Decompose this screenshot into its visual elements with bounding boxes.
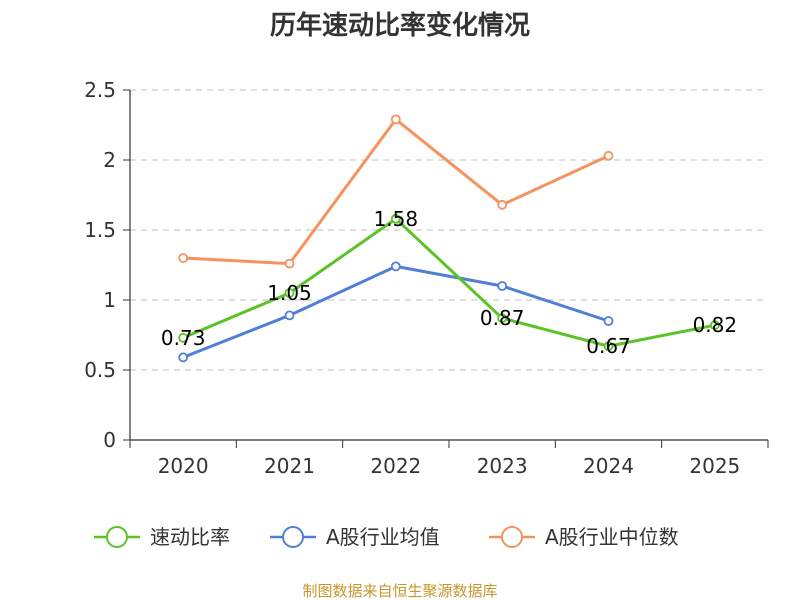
data-labels: 0.73 1.05 1.58 0.87 0.67 0.82 bbox=[161, 207, 737, 358]
source-note: 制图数据来自恒生聚源数据库 bbox=[302, 582, 497, 600]
data-label: 0.73 bbox=[161, 326, 206, 350]
legend-marker bbox=[282, 526, 304, 548]
data-point bbox=[497, 281, 508, 291]
series-line-2 bbox=[183, 117, 610, 266]
data-point bbox=[497, 199, 508, 210]
data-point bbox=[390, 213, 401, 224]
data-label: 0.87 bbox=[480, 306, 525, 330]
series-line-0 bbox=[182, 217, 716, 348]
data-point bbox=[284, 310, 295, 321]
y-tick-label: 2.5 bbox=[84, 78, 116, 102]
y-tick-label: 1.5 bbox=[84, 218, 116, 242]
x-tick-label: 2022 bbox=[370, 454, 421, 478]
legend: 速动比率 A股行业均值 A股行业中位数 bbox=[94, 525, 679, 549]
x-tick-label: 2023 bbox=[477, 454, 528, 478]
legend-marker bbox=[501, 526, 523, 548]
data-label: 0.67 bbox=[586, 334, 631, 358]
x-tick-label: 2020 bbox=[158, 454, 209, 478]
x-tick-label: 2025 bbox=[689, 454, 740, 478]
axes: 0 0.5 1 1.5 2 2.5 2020 2021 2022 2023 2024 2025 bbox=[84, 78, 769, 478]
legend-label: A股行业均值 bbox=[326, 525, 440, 549]
x-tick-label: 2024 bbox=[583, 454, 634, 478]
data-point bbox=[390, 114, 401, 125]
y-tick-label: 1 bbox=[103, 288, 116, 312]
data-label: 1.05 bbox=[267, 281, 312, 305]
y-tick-label: 0 bbox=[103, 428, 116, 452]
data-point bbox=[284, 288, 295, 298]
y-tick-label: 2 bbox=[103, 148, 116, 172]
series-group bbox=[178, 114, 720, 363]
data-point bbox=[603, 150, 614, 161]
data-point bbox=[497, 313, 508, 324]
data-point bbox=[178, 352, 189, 363]
data-point bbox=[284, 258, 295, 269]
data-point bbox=[603, 341, 614, 352]
legend-label: A股行业中位数 bbox=[545, 525, 679, 549]
data-point bbox=[390, 261, 401, 272]
legend-marker bbox=[106, 526, 128, 548]
data-point bbox=[603, 316, 614, 326]
y-tick-label: 0.5 bbox=[84, 358, 116, 382]
x-tick-label: 2021 bbox=[264, 454, 315, 478]
data-point bbox=[178, 253, 189, 263]
data-label: 0.82 bbox=[693, 313, 738, 337]
data-point bbox=[709, 320, 720, 331]
data-point bbox=[178, 332, 189, 343]
grid-lines bbox=[130, 89, 768, 371]
legend-label: 速动比率 bbox=[150, 525, 230, 549]
chart-title: 历年速动比率变化情况 bbox=[270, 10, 530, 41]
data-label: 1.58 bbox=[374, 207, 419, 231]
